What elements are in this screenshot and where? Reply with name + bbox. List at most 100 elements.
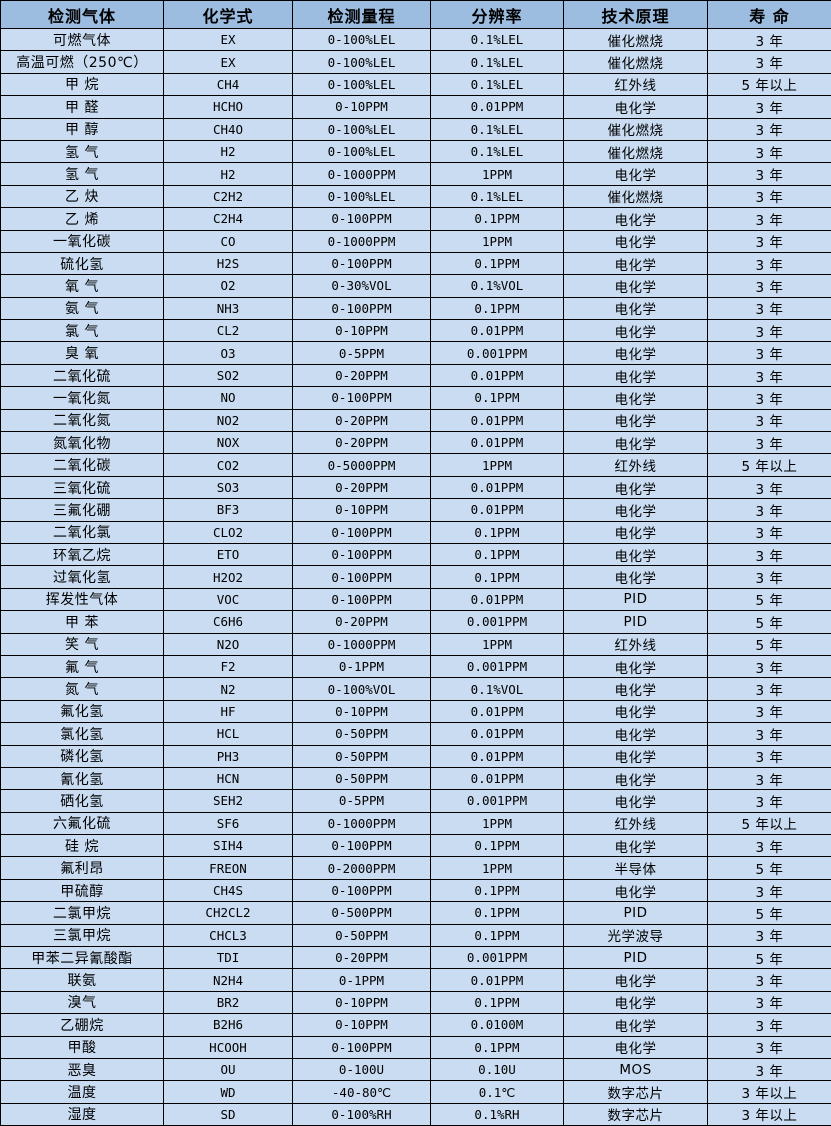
cell-technology: 电化学 bbox=[564, 96, 708, 118]
cell-gas: 氨 气 bbox=[1, 297, 164, 319]
cell-range: 0-1000PPM bbox=[293, 230, 431, 252]
cell-formula: BF3 bbox=[164, 499, 293, 521]
cell-gas: 甲苯二异氰酸酯 bbox=[1, 947, 164, 969]
cell-technology: 电化学 bbox=[564, 521, 708, 543]
cell-technology: PID bbox=[564, 947, 708, 969]
cell-lifespan: 3 年 bbox=[708, 275, 831, 297]
cell-range: 0-1000PPM bbox=[293, 812, 431, 834]
cell-range: 0-10PPM bbox=[293, 96, 431, 118]
cell-formula: N2O bbox=[164, 633, 293, 655]
cell-resolution: 0.01PPM bbox=[431, 700, 564, 722]
cell-technology: 电化学 bbox=[564, 409, 708, 431]
cell-gas: 二氧化碳 bbox=[1, 454, 164, 476]
cell-range: 0-100%LEL bbox=[293, 118, 431, 140]
cell-range: 0-1000PPM bbox=[293, 633, 431, 655]
cell-range: 0-100PPM bbox=[293, 835, 431, 857]
cell-resolution: 0.01PPM bbox=[431, 745, 564, 767]
cell-lifespan: 3 年 bbox=[708, 678, 831, 700]
cell-technology: 电化学 bbox=[564, 723, 708, 745]
cell-formula: O2 bbox=[164, 275, 293, 297]
cell-lifespan: 3 年 bbox=[708, 924, 831, 946]
cell-range: 0-100U bbox=[293, 1058, 431, 1080]
cell-resolution: 0.1%LEL bbox=[431, 73, 564, 95]
cell-range: 0-100PPM bbox=[293, 543, 431, 565]
cell-formula: CH4 bbox=[164, 73, 293, 95]
cell-lifespan: 3 年 bbox=[708, 700, 831, 722]
cell-technology: 电化学 bbox=[564, 991, 708, 1013]
cell-lifespan: 3 年 bbox=[708, 185, 831, 207]
cell-range: 0-100%RH bbox=[293, 1103, 431, 1125]
cell-formula: O3 bbox=[164, 342, 293, 364]
cell-resolution: 0.1PPM bbox=[431, 543, 564, 565]
cell-gas: 氮氧化物 bbox=[1, 432, 164, 454]
cell-lifespan: 5 年 bbox=[708, 611, 831, 633]
cell-lifespan: 5 年以上 bbox=[708, 73, 831, 95]
cell-lifespan: 5 年以上 bbox=[708, 454, 831, 476]
cell-range: 0-20PPM bbox=[293, 432, 431, 454]
cell-gas: 一氧化氮 bbox=[1, 387, 164, 409]
cell-lifespan: 3 年 bbox=[708, 208, 831, 230]
cell-lifespan: 3 年 bbox=[708, 723, 831, 745]
cell-technology: 电化学 bbox=[564, 566, 708, 588]
cell-technology: 电化学 bbox=[564, 1036, 708, 1058]
cell-resolution: 0.01PPM bbox=[431, 432, 564, 454]
cell-technology: 红外线 bbox=[564, 633, 708, 655]
cell-technology: 电化学 bbox=[564, 387, 708, 409]
cell-lifespan: 3 年 bbox=[708, 29, 831, 51]
cell-gas: 氯 气 bbox=[1, 320, 164, 342]
cell-resolution: 1PPM bbox=[431, 857, 564, 879]
cell-technology: 电化学 bbox=[564, 364, 708, 386]
cell-technology: 红外线 bbox=[564, 454, 708, 476]
cell-lifespan: 5 年 bbox=[708, 633, 831, 655]
cell-resolution: 0.01PPM bbox=[431, 723, 564, 745]
cell-resolution: 0.001PPM bbox=[431, 611, 564, 633]
cell-range: 0-1000PPM bbox=[293, 163, 431, 185]
cell-formula: HCHO bbox=[164, 96, 293, 118]
cell-range: 0-100%LEL bbox=[293, 185, 431, 207]
cell-range: 0-20PPM bbox=[293, 476, 431, 498]
cell-range: 0-20PPM bbox=[293, 947, 431, 969]
cell-lifespan: 5 年以上 bbox=[708, 812, 831, 834]
cell-resolution: 0.01PPM bbox=[431, 364, 564, 386]
cell-resolution: 0.001PPM bbox=[431, 947, 564, 969]
cell-lifespan: 5 年 bbox=[708, 902, 831, 924]
cell-lifespan: 3 年以上 bbox=[708, 1103, 831, 1125]
cell-range: 0-20PPM bbox=[293, 611, 431, 633]
cell-resolution: 0.1PPM bbox=[431, 521, 564, 543]
cell-formula: EX bbox=[164, 29, 293, 51]
cell-gas: 臭 氧 bbox=[1, 342, 164, 364]
cell-range: 0-100%LEL bbox=[293, 140, 431, 162]
cell-technology: 电化学 bbox=[564, 678, 708, 700]
cell-gas: 甲 烷 bbox=[1, 73, 164, 95]
cell-range: 0-5PPM bbox=[293, 790, 431, 812]
cell-lifespan: 3 年 bbox=[708, 499, 831, 521]
cell-resolution: 0.1PPM bbox=[431, 835, 564, 857]
cell-technology: 催化燃烧 bbox=[564, 29, 708, 51]
cell-gas: 硅 烷 bbox=[1, 835, 164, 857]
cell-range: 0-1PPM bbox=[293, 969, 431, 991]
cell-technology: 数字芯片 bbox=[564, 1081, 708, 1103]
cell-lifespan: 5 年 bbox=[708, 857, 831, 879]
cell-lifespan: 3 年 bbox=[708, 879, 831, 901]
cell-gas: 可燃气体 bbox=[1, 29, 164, 51]
cell-formula: SO2 bbox=[164, 364, 293, 386]
cell-range: 0-10PPM bbox=[293, 700, 431, 722]
cell-lifespan: 3 年 bbox=[708, 991, 831, 1013]
cell-technology: 电化学 bbox=[564, 252, 708, 274]
cell-formula: VOC bbox=[164, 588, 293, 610]
cell-resolution: 0.01PPM bbox=[431, 969, 564, 991]
cell-formula: SIH4 bbox=[164, 835, 293, 857]
